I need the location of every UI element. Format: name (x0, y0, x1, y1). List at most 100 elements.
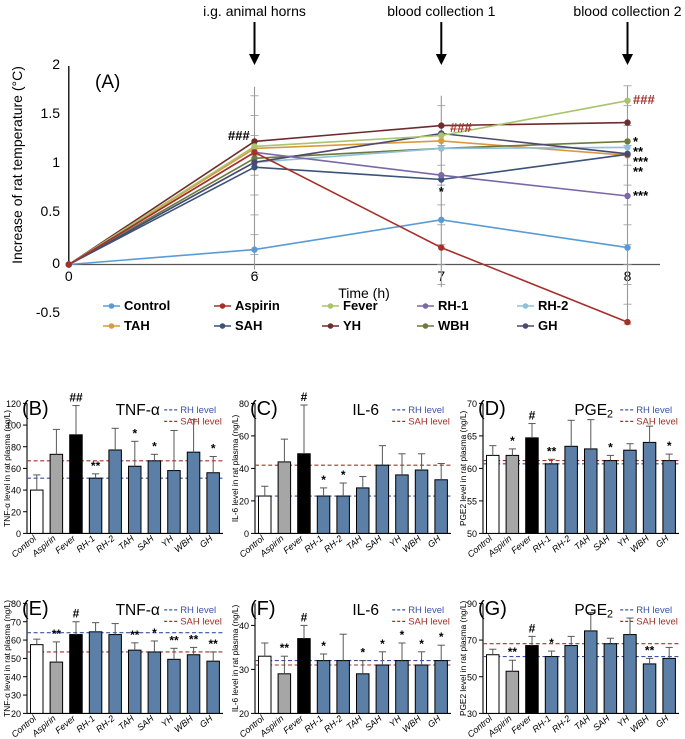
svg-text:30: 30 (239, 665, 249, 675)
svg-text:SAH level: SAH level (180, 616, 222, 627)
svg-text:RH-2: RH-2 (550, 713, 573, 734)
svg-text:(D): (D) (478, 398, 506, 420)
svg-text:**: ** (209, 637, 219, 651)
svg-text:RH-1: RH-1 (74, 713, 97, 734)
svg-text:*: * (341, 468, 346, 482)
svg-text:TNF-α level in rat plasma (ng/: TNF-α level in rat plasma (ng/L) (2, 410, 12, 527)
svg-text:IL-6 level in rat plasma (ng/L: IL-6 level in rat plasma (ng/L) (230, 604, 240, 712)
svg-text:60: 60 (467, 464, 477, 474)
svg-text:TAH: TAH (572, 713, 592, 732)
svg-text:RH level: RH level (180, 605, 216, 616)
svg-text:#: # (301, 390, 308, 404)
svg-text:50: 50 (11, 654, 21, 664)
svg-text:RH level: RH level (408, 605, 444, 616)
svg-text:**: ** (280, 641, 290, 655)
svg-text:SAH level: SAH level (636, 616, 678, 627)
svg-text:PGE2 level in rat plasma (ng/L: PGE2 level in rat plasma (ng/L) (458, 601, 468, 717)
svg-text:#: # (529, 409, 536, 423)
svg-text:50: 50 (467, 672, 477, 682)
svg-text:RH-2: RH-2 (322, 713, 345, 734)
svg-text:*: * (152, 626, 157, 640)
svg-text:*: * (132, 426, 137, 440)
svg-text:(F): (F) (250, 598, 276, 620)
svg-text:20: 20 (239, 709, 249, 719)
svg-text:*: * (439, 630, 444, 644)
svg-text:120: 120 (6, 399, 21, 409)
svg-text:*: * (321, 639, 326, 653)
svg-text:RH-1: RH-1 (530, 713, 553, 734)
svg-text:60: 60 (239, 432, 249, 442)
svg-text:RH-1: RH-1 (530, 533, 553, 554)
svg-text:70: 70 (467, 399, 477, 409)
svg-text:**: ** (547, 444, 557, 458)
svg-text:*: * (549, 636, 554, 650)
svg-text:Fever: Fever (509, 533, 534, 556)
svg-text:RH-1: RH-1 (74, 533, 97, 554)
svg-text:55: 55 (467, 497, 477, 507)
svg-text:#: # (529, 621, 536, 635)
svg-text:GH: GH (198, 533, 215, 550)
svg-text:IL-6 level in rat plasma (ng/L: IL-6 level in rat plasma (ng/L) (230, 414, 240, 522)
svg-text:TNF-α: TNF-α (116, 602, 160, 619)
svg-text:60: 60 (11, 636, 21, 646)
svg-text:*: * (419, 637, 424, 651)
svg-text:70: 70 (467, 636, 477, 646)
svg-text:SAH: SAH (135, 713, 156, 733)
svg-text:RH-2: RH-2 (550, 533, 573, 554)
svg-text:TNF-α: TNF-α (116, 402, 160, 419)
svg-text:(E): (E) (22, 598, 49, 620)
svg-text:GH: GH (654, 533, 671, 550)
svg-text:SAH: SAH (591, 713, 612, 733)
svg-text:IL-6: IL-6 (352, 602, 379, 619)
svg-text:PGE2: PGE2 (574, 602, 613, 621)
svg-text:(B): (B) (22, 398, 49, 420)
svg-text:20: 20 (11, 709, 21, 719)
svg-text:*: * (400, 628, 405, 642)
svg-text:GH: GH (198, 713, 215, 730)
svg-text:GH: GH (426, 713, 443, 730)
svg-text:*: * (667, 439, 672, 453)
svg-text:RH level: RH level (180, 405, 216, 416)
svg-text:WBH: WBH (628, 533, 651, 554)
svg-text:RH-1: RH-1 (302, 533, 325, 554)
svg-text:**: ** (169, 633, 179, 647)
svg-text:SAH: SAH (363, 713, 384, 733)
svg-text:PGE2 level in rat plasma (ng/L: PGE2 level in rat plasma (ng/L) (458, 411, 468, 527)
svg-text:40: 40 (239, 464, 249, 474)
svg-text:**: ** (91, 459, 101, 473)
svg-text:**: ** (52, 627, 62, 641)
svg-text:*: * (608, 440, 613, 454)
svg-text:80: 80 (11, 442, 21, 452)
svg-text:0: 0 (244, 529, 249, 539)
svg-text:**: ** (189, 632, 199, 646)
svg-text:RH-2: RH-2 (94, 713, 117, 734)
svg-text:SAH level: SAH level (408, 616, 450, 627)
svg-text:**: ** (508, 645, 518, 659)
svg-text:Fever: Fever (509, 713, 534, 736)
svg-text:Fever: Fever (53, 533, 78, 556)
svg-text:*: * (380, 637, 385, 651)
svg-text:WBH: WBH (172, 713, 195, 734)
svg-text:80: 80 (239, 399, 249, 409)
svg-text:RH-2: RH-2 (322, 533, 345, 554)
svg-text:*: * (321, 473, 326, 487)
svg-text:(G): (G) (478, 598, 507, 620)
svg-text:IL-6: IL-6 (352, 402, 379, 419)
svg-text:70: 70 (11, 617, 21, 627)
svg-text:RH-1: RH-1 (302, 713, 325, 734)
svg-text:SAH level: SAH level (180, 416, 222, 427)
svg-text:##: ## (69, 391, 83, 405)
svg-text:#: # (301, 610, 308, 624)
svg-text:TAH: TAH (116, 713, 136, 732)
svg-text:WBH: WBH (172, 533, 195, 554)
svg-text:TAH: TAH (344, 533, 364, 552)
svg-text:SAH level: SAH level (636, 416, 678, 427)
svg-text:60: 60 (11, 464, 21, 474)
svg-text:90: 90 (467, 599, 477, 609)
svg-text:GH: GH (654, 713, 671, 730)
svg-text:Fever: Fever (53, 713, 78, 736)
svg-text:RH level: RH level (408, 405, 444, 416)
svg-text:40: 40 (11, 486, 21, 496)
svg-text:WBH: WBH (628, 713, 651, 734)
svg-text:65: 65 (467, 432, 477, 442)
